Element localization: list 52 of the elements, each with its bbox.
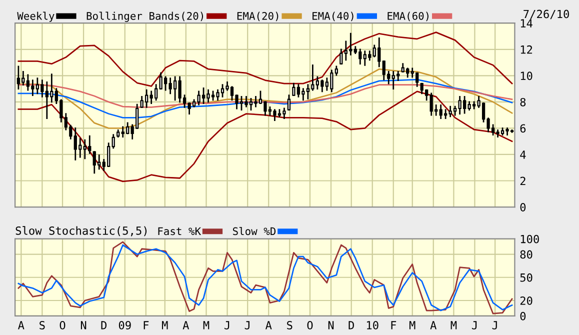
x-tick-label: S <box>287 321 292 330</box>
y-tick-label: 0 <box>520 203 526 212</box>
y-tick-label: 10 <box>520 72 532 80</box>
y-tick-label: 4 <box>520 150 526 159</box>
x-tick-label: N <box>80 321 86 330</box>
y-tick-label: 100 <box>520 234 539 244</box>
candlestick <box>340 48 343 65</box>
y-tick-label: 80 <box>520 250 532 259</box>
x-tick-label: J <box>472 321 477 330</box>
legend-label: Bollinger Bands(20) <box>86 12 204 22</box>
y-tick-label: 2 <box>520 176 526 186</box>
x-tick-label: 09 <box>118 321 131 330</box>
chart-title: Slow Stochastic(5,5) <box>16 226 147 236</box>
x-tick-label: M <box>409 321 416 330</box>
line-series <box>18 32 513 87</box>
text: 7/26/10 <box>524 10 569 20</box>
x-tick-label: M <box>203 321 210 330</box>
legend-label: Fast %K <box>158 227 201 236</box>
candlestick <box>287 94 291 111</box>
legend-label: Slow %D <box>232 227 276 236</box>
candlestick <box>112 134 115 149</box>
legend-label: Weekly <box>17 12 54 22</box>
x-tick-label: S <box>40 321 45 330</box>
x-tick-label: O <box>307 321 313 330</box>
line-series <box>18 68 513 129</box>
x-tick-label: A <box>430 321 437 330</box>
x-tick-label: J <box>224 321 230 330</box>
x-tick-label: F <box>144 321 149 330</box>
y-tick-label: 6 <box>520 124 526 133</box>
x-tick-label: F <box>391 321 396 330</box>
x-tick-label: A <box>265 321 272 330</box>
legend-label: EMA(40) <box>312 12 354 22</box>
x-tick-label: D <box>101 321 107 330</box>
x-tick-label: J <box>492 321 497 330</box>
y-tick-label: 14 <box>520 19 532 28</box>
x-tick-label: M <box>162 321 168 330</box>
y-tick-label: 0 <box>520 312 526 320</box>
y-tick-label: 20 <box>520 296 532 305</box>
y-tick-label: 8 <box>520 98 526 106</box>
x-tick-label: J <box>244 321 250 330</box>
x-tick-label: D <box>348 321 354 330</box>
x-tick-label: M <box>450 321 457 330</box>
x-tick-label: O <box>60 321 66 330</box>
x-tick-label: A <box>18 321 24 330</box>
legend-label: EMA(20) <box>237 12 278 22</box>
y-tick-label: 50 <box>520 273 532 282</box>
line-series <box>18 90 513 182</box>
legend-label: EMA(60) <box>388 12 428 22</box>
y-tick-label: 12 <box>520 45 532 54</box>
x-tick-label: 10 <box>367 321 378 330</box>
x-tick-label: A <box>182 321 190 330</box>
x-tick-label: N <box>328 321 334 330</box>
